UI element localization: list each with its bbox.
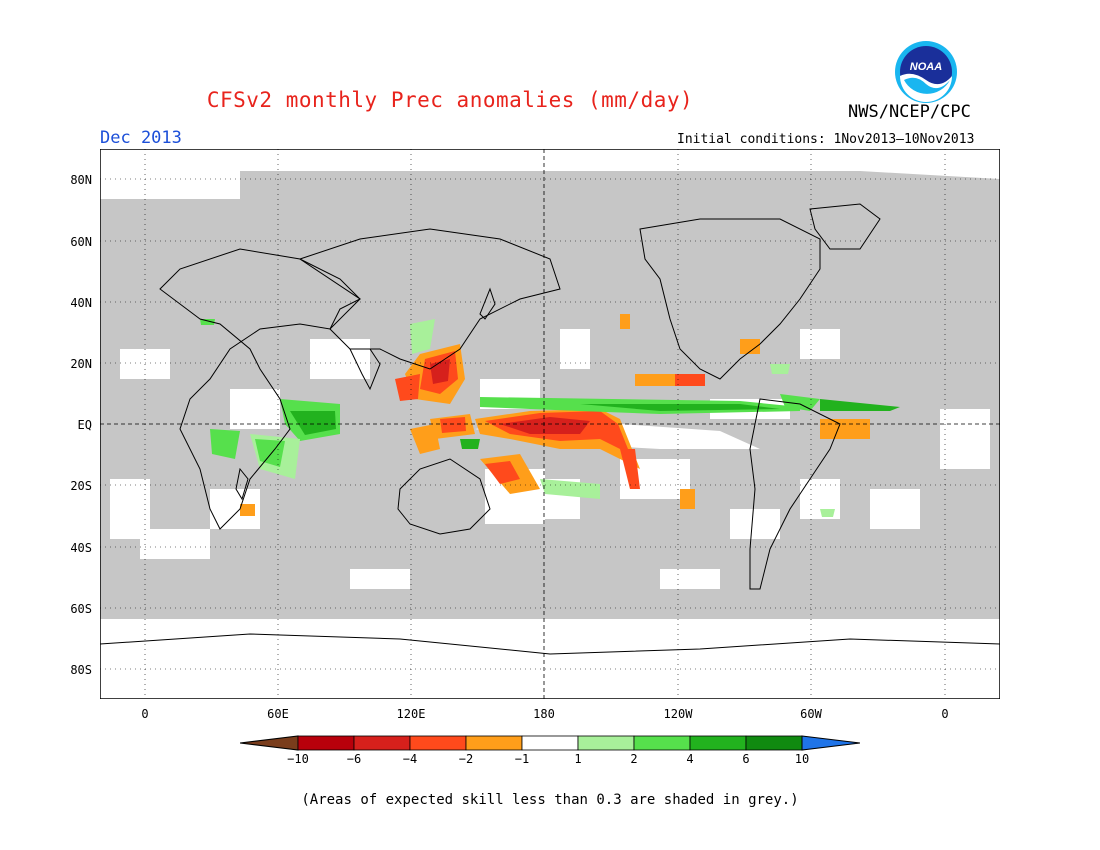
lat-label: 20S xyxy=(70,479,92,493)
colorbar-box xyxy=(633,735,691,751)
lon-label: 0 xyxy=(941,707,949,721)
precip-anomaly-map xyxy=(100,149,1000,699)
colorbar-box xyxy=(521,735,579,751)
lon-label: 60E xyxy=(267,707,289,721)
lon-label: 120E xyxy=(396,707,426,721)
lat-label: 80N xyxy=(70,173,92,187)
lon-label: 180 xyxy=(533,707,555,721)
lat-label: 40N xyxy=(70,296,92,310)
colorbar-tick-label: −4 xyxy=(402,752,418,766)
colorbar-tick-label: −2 xyxy=(458,752,474,766)
colorbar-box xyxy=(745,735,803,751)
lon-label: 120W xyxy=(663,707,693,721)
colorbar-tick-label: −1 xyxy=(514,752,530,766)
colorbar-tick-label: −10 xyxy=(287,752,309,766)
lon-label: 60W xyxy=(800,707,822,721)
initial-conditions: Initial conditions: 1Nov2013–10Nov2013 xyxy=(677,132,975,147)
colorbar-box xyxy=(353,735,411,751)
colorbar-box xyxy=(689,735,747,751)
lon-label: 0 xyxy=(141,707,149,721)
colorbar-box xyxy=(297,735,355,751)
colorbar xyxy=(240,735,860,751)
colorbar-tick-label: 6 xyxy=(742,752,750,766)
lat-label: 60N xyxy=(70,235,92,249)
lat-label: 60S xyxy=(70,602,92,616)
colorbar-tick-label: 1 xyxy=(574,752,582,766)
colorbar-box xyxy=(465,735,523,751)
colorbar-tick-label: −6 xyxy=(346,752,362,766)
colorbar-box xyxy=(409,735,467,751)
lat-label: 40S xyxy=(70,541,92,555)
organization-label: NWS/NCEP/CPC xyxy=(848,102,971,122)
lat-label: EQ xyxy=(77,418,92,432)
coastlines xyxy=(100,203,1000,655)
forecast-month: Dec 2013 xyxy=(100,128,182,148)
footnote: (Areas of expected skill less than 0.3 a… xyxy=(301,792,799,808)
chart-title: CFSv2 monthly Prec anomalies (mm/day) xyxy=(206,88,694,112)
colorbar-high-arrow xyxy=(801,735,860,751)
colorbar-tick-label: 2 xyxy=(630,752,638,766)
colorbar-box xyxy=(577,735,635,751)
wet-anomalies xyxy=(200,319,900,517)
noaa-logo: NOAA xyxy=(895,41,957,103)
lat-label: 20N xyxy=(70,357,92,371)
colorbar-tick-label: 10 xyxy=(794,752,810,766)
colorbar-tick-label: 4 xyxy=(686,752,694,766)
colorbar-low-arrow xyxy=(240,735,299,751)
lat-label: 80S xyxy=(70,663,92,677)
white-patches xyxy=(100,149,1000,699)
noaa-logo-text: NOAA xyxy=(910,61,942,73)
reference-lines xyxy=(100,149,1000,699)
